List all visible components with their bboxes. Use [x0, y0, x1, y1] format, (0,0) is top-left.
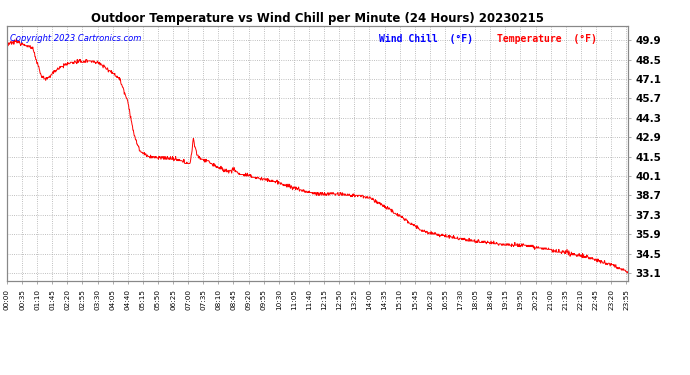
Text: Wind Chill  (°F): Wind Chill (°F)	[380, 34, 473, 44]
Text: Copyright 2023 Cartronics.com: Copyright 2023 Cartronics.com	[10, 34, 141, 43]
Text: Temperature  (°F): Temperature (°F)	[497, 34, 598, 44]
Title: Outdoor Temperature vs Wind Chill per Minute (24 Hours) 20230215: Outdoor Temperature vs Wind Chill per Mi…	[91, 12, 544, 25]
